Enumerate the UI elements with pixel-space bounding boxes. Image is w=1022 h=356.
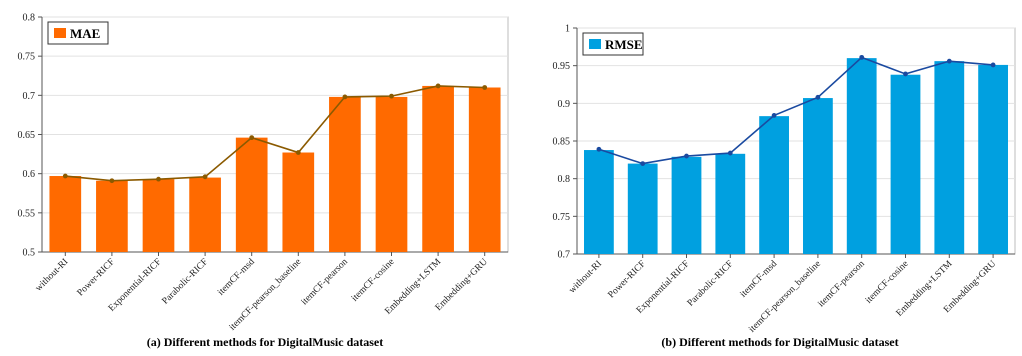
rmse-trend-point xyxy=(946,58,952,64)
mae-legend-label: MAE xyxy=(70,26,100,41)
rmse-bar xyxy=(759,116,789,254)
mae-xtick-label: itemCF-cosine xyxy=(350,257,397,304)
rmse-ytick-label: 0.8 xyxy=(558,174,571,185)
mae-bar xyxy=(375,96,408,253)
mae-trend-point xyxy=(389,93,394,99)
rmse-bar xyxy=(803,98,833,254)
mae-trend-point xyxy=(202,174,208,180)
mae-trend-point xyxy=(482,85,488,90)
rmse-bar xyxy=(671,156,702,254)
mae-xtick-label: Power-RICF xyxy=(76,257,117,298)
rmse-xtick-label: Parabolic-RICF xyxy=(686,259,736,309)
rmse-bar xyxy=(978,64,1008,254)
mae-xtick-label: Parabolic-RICF xyxy=(161,257,211,307)
rmse-legend-box xyxy=(582,32,644,56)
mae-bar xyxy=(189,177,221,252)
rmse-xtick-label: without-RI xyxy=(567,259,604,296)
rmse-bar xyxy=(584,150,614,254)
rmse-bar xyxy=(846,58,877,255)
mae-trend-point xyxy=(109,178,115,184)
rmse-trend-point xyxy=(990,62,996,68)
rmse-chart: 0.7 0.75 0.8 0.85 0.9 0.95 1 without-RI Power-RI… xyxy=(553,24,1016,335)
rmse-xtick-label: itemCF-cosine xyxy=(864,259,911,306)
mae-ytick-label: 0.5 xyxy=(23,248,36,259)
rmse-bar xyxy=(627,163,658,254)
mae-bar xyxy=(422,85,454,252)
mae-trend-point xyxy=(62,173,68,179)
mae-xtick-label: without-RI xyxy=(34,257,71,294)
mae-bar xyxy=(329,96,361,253)
rmse-trend-point xyxy=(903,71,908,77)
mae-ytick-label: 0.75 xyxy=(18,52,36,63)
mae-chart: 0.5 0.55 0.6 0.65 0.7 0.75 0.8 without-RI Power-… xyxy=(18,13,509,333)
mae-trend-point xyxy=(295,150,301,155)
mae-ytick-label: 0.6 xyxy=(23,169,36,180)
mae-ytick-label: 0.7 xyxy=(23,91,36,102)
mae-bar xyxy=(468,87,501,252)
rmse-ytick-label: 0.85 xyxy=(553,137,571,148)
rmse-bar xyxy=(715,153,746,254)
mae-legend-swatch xyxy=(54,28,66,38)
rmse-trend-line xyxy=(598,56,994,165)
mae-bar xyxy=(96,180,128,252)
rmse-xtick-label: itemCF-pearson xyxy=(816,259,867,310)
mae-ytick-label: 0.8 xyxy=(23,13,36,24)
mae-bar xyxy=(142,179,175,252)
mae-ytick-label: 0.55 xyxy=(18,208,36,219)
mae-trend-point xyxy=(435,83,441,89)
rmse-xtick-label: itemCF-pearson_baseline xyxy=(747,259,823,335)
rmse-trend-point xyxy=(859,54,865,60)
rmse-bar xyxy=(934,61,965,254)
mae-bar xyxy=(235,137,268,252)
mae-trend-point xyxy=(342,94,348,100)
mae-xtick-label: itemCF-pearson xyxy=(300,257,351,308)
rmse-trend-point xyxy=(596,146,602,152)
caption-b: (b) Different methods for DigitalMusic d… xyxy=(661,335,898,349)
mae-ytick-label: 0.65 xyxy=(18,130,36,141)
mae-trend-point xyxy=(156,176,161,182)
mae-bar xyxy=(49,176,82,252)
mae-xtick-label: Embedding+GRU xyxy=(434,257,490,313)
caption-a: (a) Different methods for DigitalMusic d… xyxy=(147,335,384,349)
rmse-trend-point xyxy=(640,161,646,167)
mae-trend-point xyxy=(249,135,255,141)
rmse-trend-point xyxy=(727,150,733,156)
rmse-legend-swatch xyxy=(589,39,601,49)
rmse-trend-point xyxy=(815,94,821,100)
rmse-legend-label: RMSE xyxy=(605,37,643,52)
rmse-trend-point xyxy=(771,112,777,118)
mae-trend-line xyxy=(65,85,485,182)
rmse-xtick-label: Power-RICF xyxy=(607,259,648,300)
rmse-ytick-label: 1 xyxy=(565,24,570,35)
rmse-bar xyxy=(890,74,921,254)
rmse-ytick-label: 0.95 xyxy=(553,61,571,72)
mae-bar xyxy=(282,152,315,252)
rmse-ytick-label: 0.7 xyxy=(558,250,571,261)
rmse-ytick-label: 0.9 xyxy=(558,99,571,110)
mae-xtick-label: itemCF-msd xyxy=(216,257,257,298)
rmse-trend-point xyxy=(684,153,689,159)
rmse-ytick-label: 0.75 xyxy=(553,212,571,223)
mae-legend-box xyxy=(47,21,109,45)
rmse-xtick-label: itemCF-msd xyxy=(739,259,780,300)
